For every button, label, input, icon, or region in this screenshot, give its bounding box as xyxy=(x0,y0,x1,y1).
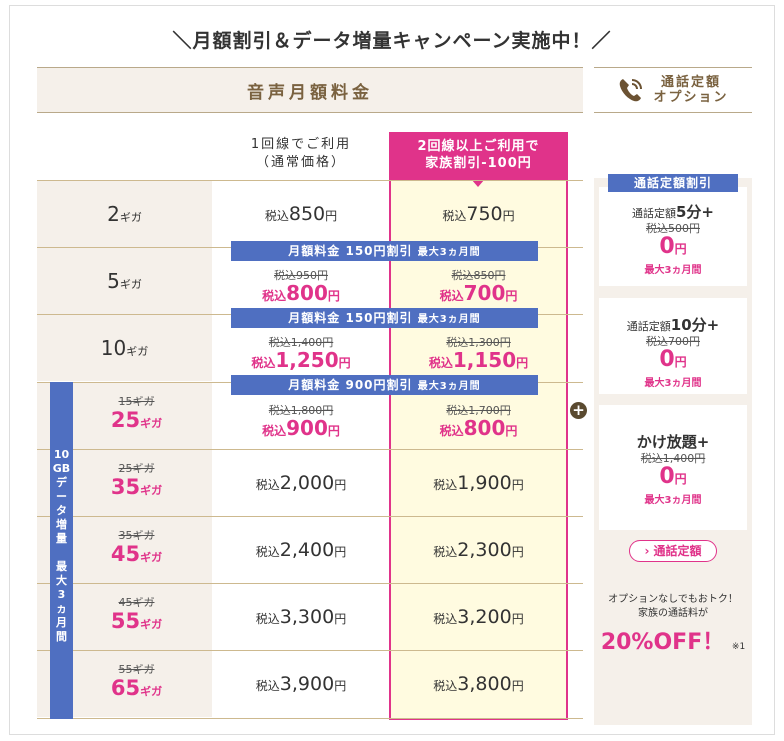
call-option-link-button[interactable]: › 通話定額 xyxy=(629,540,717,562)
old-plan-size: 25ギガ xyxy=(118,461,155,475)
single-price: 税込800円 xyxy=(262,281,340,306)
family-old-price: 税込850円 xyxy=(451,269,506,283)
family-column-highlight xyxy=(389,132,568,720)
single-price: 税込2,400円 xyxy=(255,539,347,561)
table-row: 25ギガ 35ギガ 税込2,000円 税込1,900円 xyxy=(37,448,583,516)
family-price: 税込2,300円 xyxy=(433,539,524,561)
family-price: 税込700円 xyxy=(439,281,518,306)
single-line-column-header: 1回線でご利用 （通常価格） xyxy=(250,137,352,170)
plan-size: 65ギガ xyxy=(110,676,163,701)
discount-banner: 月額料金 150円割引 最大3ヵ月間 xyxy=(231,308,538,328)
plus-icon: + xyxy=(570,402,587,419)
phone-icon xyxy=(620,79,643,102)
plan-size: 5ギガ xyxy=(107,269,142,294)
table-row: 45ギガ 55ギガ 税込3,300円 税込3,200円 xyxy=(37,583,583,651)
family-price: 税込3,800円 xyxy=(433,673,524,696)
table-row: 35ギガ 45ギガ 税込2,400円 税込2,300円 xyxy=(37,516,583,583)
single-old-price: 税込950円 xyxy=(274,269,328,283)
plan-size: 55ギガ xyxy=(110,609,163,634)
header-pointer xyxy=(471,179,485,187)
call-discount-label: 通話定額割引 xyxy=(608,174,738,192)
family-column-header: 2回線以上ご利用で 家族割引-100円 xyxy=(389,132,568,180)
family-price: 税込1,900円 xyxy=(433,471,524,494)
discount-20-off: 20%OFF！ ※1 xyxy=(600,630,746,655)
call-option-card: 通話定額10分+ 税込700円 0円 最大3ヵ月間 xyxy=(599,298,747,394)
campaign-title: ＼月額割引＆データ増量キャンペーン実施中！／ xyxy=(172,30,612,52)
single-price: 税込3,900円 xyxy=(255,673,347,696)
plan-size: 25ギガ xyxy=(110,407,163,432)
call-option-header: 通話定額 オプション xyxy=(594,67,752,113)
family-price: 税込1,150円 xyxy=(428,348,529,373)
plan-size: 35ギガ xyxy=(110,474,163,499)
family-call-note: オプションなしでもおトク！ 家族の通話料が xyxy=(608,594,738,619)
plan-size: 2ギガ xyxy=(107,202,142,226)
old-plan-size: 35ギガ xyxy=(118,529,155,542)
family-old-price: 税込1,700円 xyxy=(446,403,511,417)
family-old-price: 税込1,300円 xyxy=(446,336,511,350)
single-price: 税込1,250円 xyxy=(251,348,351,373)
call-option-card: 通話定額5分+ 税込500円 0円 最大3ヵ月間 xyxy=(599,187,747,286)
single-price: 税込900円 xyxy=(262,415,340,440)
single-price: 税込2,000円 xyxy=(255,471,347,494)
discount-banner: 月額料金 150円割引 最大3ヵ月間 xyxy=(231,241,538,261)
voice-monthly-fee-header: 音声月額料金 xyxy=(37,67,583,113)
old-plan-size: 15ギガ xyxy=(118,394,155,408)
single-price: 税込850円 xyxy=(264,203,338,225)
single-price: 税込3,300円 xyxy=(255,606,347,629)
plan-size: 10ギガ xyxy=(100,336,149,361)
old-plan-size: 45ギガ xyxy=(118,596,155,610)
family-price: 税込800円 xyxy=(439,415,518,440)
divider xyxy=(37,718,583,719)
single-old-price: 税込1,400円 xyxy=(268,336,334,350)
plan-size: 45ギガ xyxy=(110,542,163,566)
table-row: 5ギガ 税込950円 税込800円 税込850円 税込700円 xyxy=(37,247,583,315)
discount-banner: 月額料金 900円割引 最大3ヵ月間 xyxy=(231,375,538,395)
family-price: 税込3,200円 xyxy=(433,606,524,629)
single-old-price: 税込1,800円 xyxy=(268,403,334,417)
table-row: 2ギガ 税込850円 税込750円 xyxy=(37,180,583,247)
call-option-card: かけ放題+ 税込1,400円 0円 最大3ヵ月間 xyxy=(599,405,747,530)
family-price: 税込750円 xyxy=(442,203,515,225)
page-frame xyxy=(9,5,775,735)
old-plan-size: 55ギガ xyxy=(118,663,155,677)
table-row: 55ギガ 65ギガ 税込3,900円 税込3,800円 xyxy=(37,650,583,718)
